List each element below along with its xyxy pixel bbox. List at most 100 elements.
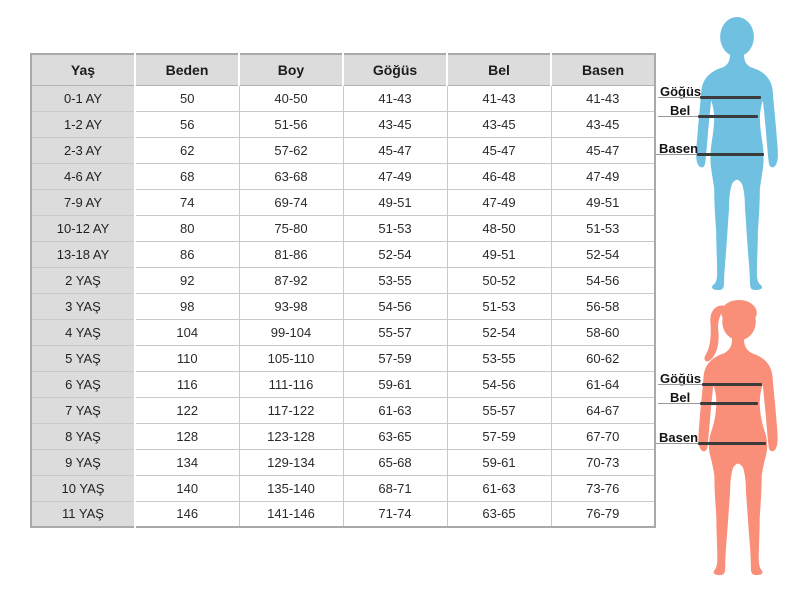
table-cell: 141-146 [238, 500, 344, 528]
table-row: 10 YAŞ 140 135-140 68-71 61-63 73-76 [31, 474, 656, 502]
table-cell: 54-56 [446, 370, 552, 398]
table-cell: 110 [134, 344, 240, 372]
table-cell: 105-110 [238, 344, 344, 372]
row-label-cell: 13-18 AY [31, 240, 136, 268]
waist-leader-line-blue [658, 116, 700, 117]
girl-hair [721, 299, 757, 326]
row-label-cell: 10 YAŞ [31, 474, 136, 502]
table-row: 13-18 AY 86 81-86 52-54 49-51 52-54 [31, 240, 656, 268]
table-cell: 60-62 [550, 344, 656, 372]
chest-label-pink: Göğüs [660, 371, 702, 386]
table-cell: 62 [134, 136, 240, 164]
child-silhouette-blue [696, 16, 778, 291]
table-cell: 49-51 [550, 188, 656, 216]
table-cell: 117-122 [238, 396, 344, 424]
table-cell: 50-52 [446, 266, 552, 294]
waist-measure-line-pink [700, 402, 758, 405]
chest-leader-line-pink [658, 384, 704, 385]
row-label-cell: 11 YAŞ [31, 500, 136, 528]
table-cell: 104 [134, 318, 240, 346]
column-header-height: Boy [238, 54, 343, 86]
table-cell: 51-53 [550, 214, 656, 242]
table-cell: 63-65 [342, 422, 448, 450]
table-cell: 54-56 [550, 266, 656, 294]
row-label-cell: 2-3 AY [31, 136, 136, 164]
chest-measure-line-pink [702, 383, 762, 386]
hip-label-pink: Basen [659, 430, 699, 445]
table-cell: 45-47 [446, 136, 552, 164]
hip-label-blue: Basen [659, 141, 699, 156]
column-header-hip: Basen [550, 54, 655, 86]
table-row: 8 YAŞ 128 123-128 63-65 57-59 67-70 [31, 422, 656, 450]
table-cell: 135-140 [238, 474, 344, 502]
table-row: 6 YAŞ 116 111-116 59-61 54-56 61-64 [31, 370, 656, 398]
table-cell: 57-59 [342, 344, 448, 372]
table-cell: 140 [134, 474, 240, 502]
table-cell: 70-73 [550, 448, 656, 476]
table-cell: 61-63 [446, 474, 552, 502]
table-cell: 49-51 [446, 240, 552, 268]
table-cell: 52-54 [342, 240, 448, 268]
table-row: 7 YAŞ 122 117-122 61-63 55-57 64-67 [31, 396, 656, 424]
table-cell: 123-128 [238, 422, 344, 450]
column-header-size: Beden [134, 54, 239, 86]
column-header-chest: Göğüs [342, 54, 447, 86]
table-cell: 111-116 [238, 370, 344, 398]
table-row: 0-1 AY 50 40-50 41-43 41-43 41-43 [31, 84, 656, 112]
table-cell: 52-54 [550, 240, 656, 268]
table-cell: 56 [134, 110, 240, 138]
row-label-cell: 2 YAŞ [31, 266, 136, 294]
table-row: 2 YAŞ 92 87-92 53-55 50-52 54-56 [31, 266, 656, 294]
waist-label-blue: Bel [670, 103, 691, 118]
table-cell: 43-45 [550, 110, 656, 138]
table-cell: 54-56 [342, 292, 448, 320]
table-cell: 73-76 [550, 474, 656, 502]
row-label-cell: 7-9 AY [31, 188, 136, 216]
table-cell: 51-56 [238, 110, 344, 138]
table-cell: 116 [134, 370, 240, 398]
table-cell: 45-47 [342, 136, 448, 164]
table-cell: 129-134 [238, 448, 344, 476]
table-row: 4 YAŞ 104 99-104 55-57 52-54 58-60 [31, 318, 656, 346]
table-cell: 81-86 [238, 240, 344, 268]
table-cell: 59-61 [342, 370, 448, 398]
hip-measure-line-pink [698, 442, 766, 445]
table-cell: 46-48 [446, 162, 552, 190]
table-cell: 98 [134, 292, 240, 320]
table-cell: 76-79 [550, 500, 656, 528]
column-header-waist: Bel [446, 54, 551, 86]
row-label-cell: 4-6 AY [31, 162, 136, 190]
row-label-cell: 10-12 AY [31, 214, 136, 242]
table-cell: 53-55 [446, 344, 552, 372]
table-cell: 49-51 [342, 188, 448, 216]
table-cell: 56-58 [550, 292, 656, 320]
table-cell: 51-53 [342, 214, 448, 242]
table-cell: 50 [134, 84, 240, 112]
table-cell: 57-59 [446, 422, 552, 450]
table-cell: 92 [134, 266, 240, 294]
table-cell: 45-47 [550, 136, 656, 164]
table-cell: 52-54 [446, 318, 552, 346]
table-cell: 64-67 [550, 396, 656, 424]
table-cell: 43-45 [446, 110, 552, 138]
table-cell: 63-65 [446, 500, 552, 528]
table-cell: 134 [134, 448, 240, 476]
table-cell: 61-64 [550, 370, 656, 398]
girl-body [698, 337, 778, 576]
chest-label-blue: Göğüs [660, 84, 702, 99]
table-cell: 75-80 [238, 214, 344, 242]
table-cell: 53-55 [342, 266, 448, 294]
row-label-cell: 5 YAŞ [31, 344, 136, 372]
waist-label-pink: Bel [670, 390, 691, 405]
table-cell: 146 [134, 500, 240, 528]
table-row: 2-3 AY 62 57-62 45-47 45-47 45-47 [31, 136, 656, 164]
table-row: 10-12 AY 80 75-80 51-53 48-50 51-53 [31, 214, 656, 242]
row-label-cell: 9 YAŞ [31, 448, 136, 476]
row-label-cell: 3 YAŞ [31, 292, 136, 320]
table-row: 5 YAŞ 110 105-110 57-59 53-55 60-62 [31, 344, 656, 372]
table-cell: 58-60 [550, 318, 656, 346]
table-cell: 61-63 [342, 396, 448, 424]
table-cell: 68 [134, 162, 240, 190]
table-cell: 41-43 [342, 84, 448, 112]
